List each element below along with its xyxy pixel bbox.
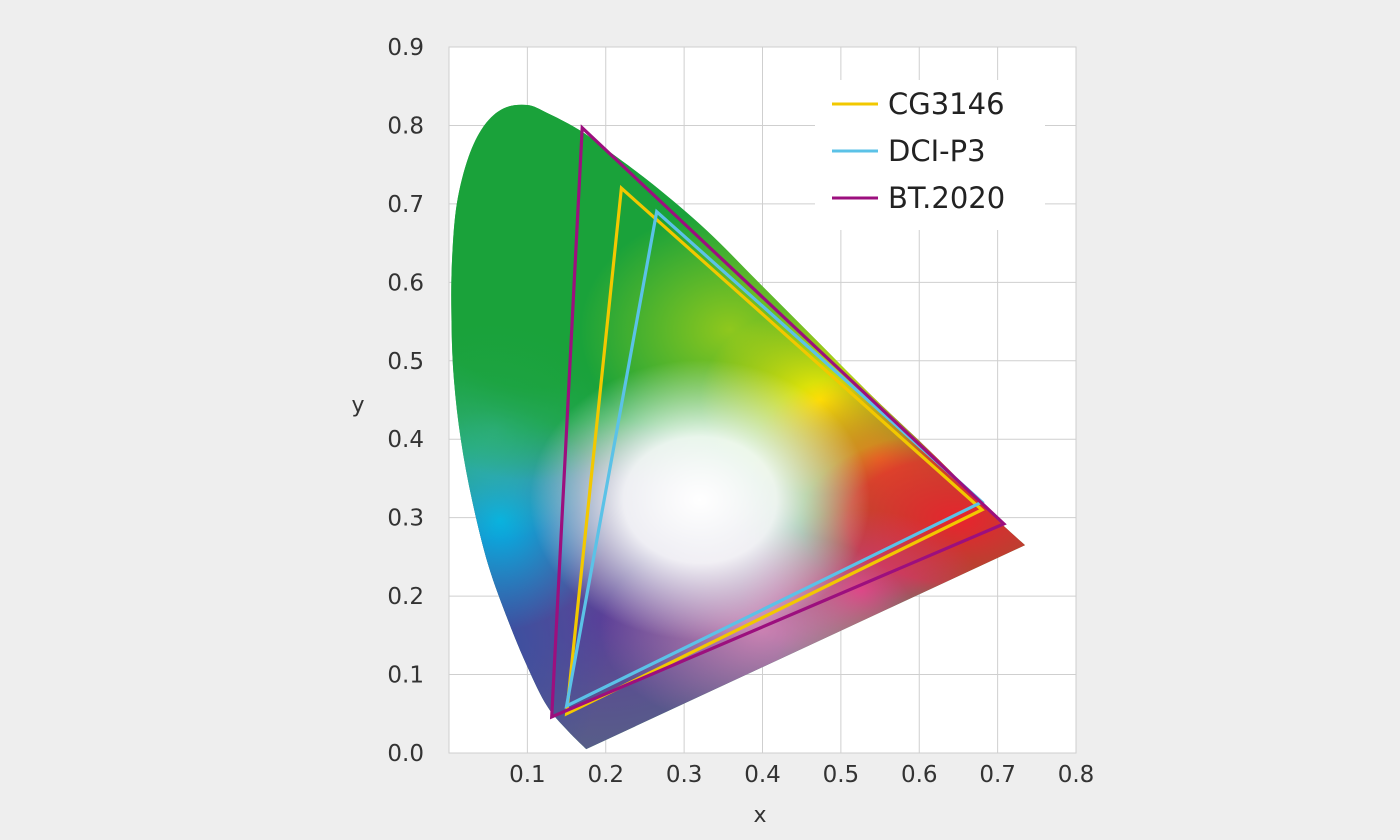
legend-item-bt-2020: BT.2020 bbox=[832, 181, 1005, 215]
y-tick-label: 0.3 bbox=[387, 506, 424, 532]
plot-frame bbox=[448, 46, 1077, 754]
y-tick-label: 0.2 bbox=[387, 584, 424, 610]
gamut-triangle-bt-2020 bbox=[549, 124, 1007, 720]
y-tick-label: 0.8 bbox=[387, 113, 424, 139]
legend-label: CG3146 bbox=[888, 87, 1005, 121]
x-tick-label: 0.4 bbox=[744, 762, 781, 788]
y-axis-label: y bbox=[351, 393, 364, 418]
gamut-triangles bbox=[549, 124, 1007, 720]
legend-item-cg3146: CG3146 bbox=[832, 87, 1005, 121]
x-tick-label: 0.1 bbox=[509, 762, 546, 788]
legend: CG3146 DCI-P3 BT.2020 bbox=[815, 80, 1045, 230]
legend-item-dci-p3: DCI-P3 bbox=[832, 134, 986, 168]
y-tick-label: 0.0 bbox=[387, 741, 424, 767]
x-tick-label: 0.5 bbox=[823, 762, 860, 788]
x-tick-label: 0.8 bbox=[1058, 762, 1095, 788]
y-tick-label: 0.6 bbox=[387, 270, 424, 296]
y-tick-label: 0.7 bbox=[387, 192, 424, 218]
x-tick-label: 0.3 bbox=[666, 762, 703, 788]
y-tick-label: 0.5 bbox=[387, 349, 424, 375]
x-axis-ticks: 0.1 0.2 0.3 0.4 0.5 0.6 0.7 0.8 bbox=[509, 762, 1094, 788]
y-tick-label: 0.1 bbox=[387, 663, 424, 689]
gamut-triangle-dci-p3 bbox=[564, 208, 985, 709]
x-tick-label: 0.6 bbox=[901, 762, 938, 788]
y-tick-label: 0.4 bbox=[387, 427, 424, 453]
legend-label: DCI-P3 bbox=[888, 134, 986, 168]
y-axis-ticks: 0.0 0.1 0.2 0.3 0.4 0.5 0.6 0.7 0.8 0.9 bbox=[387, 35, 424, 767]
x-tick-label: 0.2 bbox=[587, 762, 624, 788]
legend-label: BT.2020 bbox=[888, 181, 1005, 215]
x-tick-label: 0.7 bbox=[979, 762, 1016, 788]
gamut-triangle-cg3146 bbox=[564, 184, 985, 717]
x-axis-label: x bbox=[753, 803, 766, 828]
y-tick-label: 0.9 bbox=[387, 35, 424, 61]
